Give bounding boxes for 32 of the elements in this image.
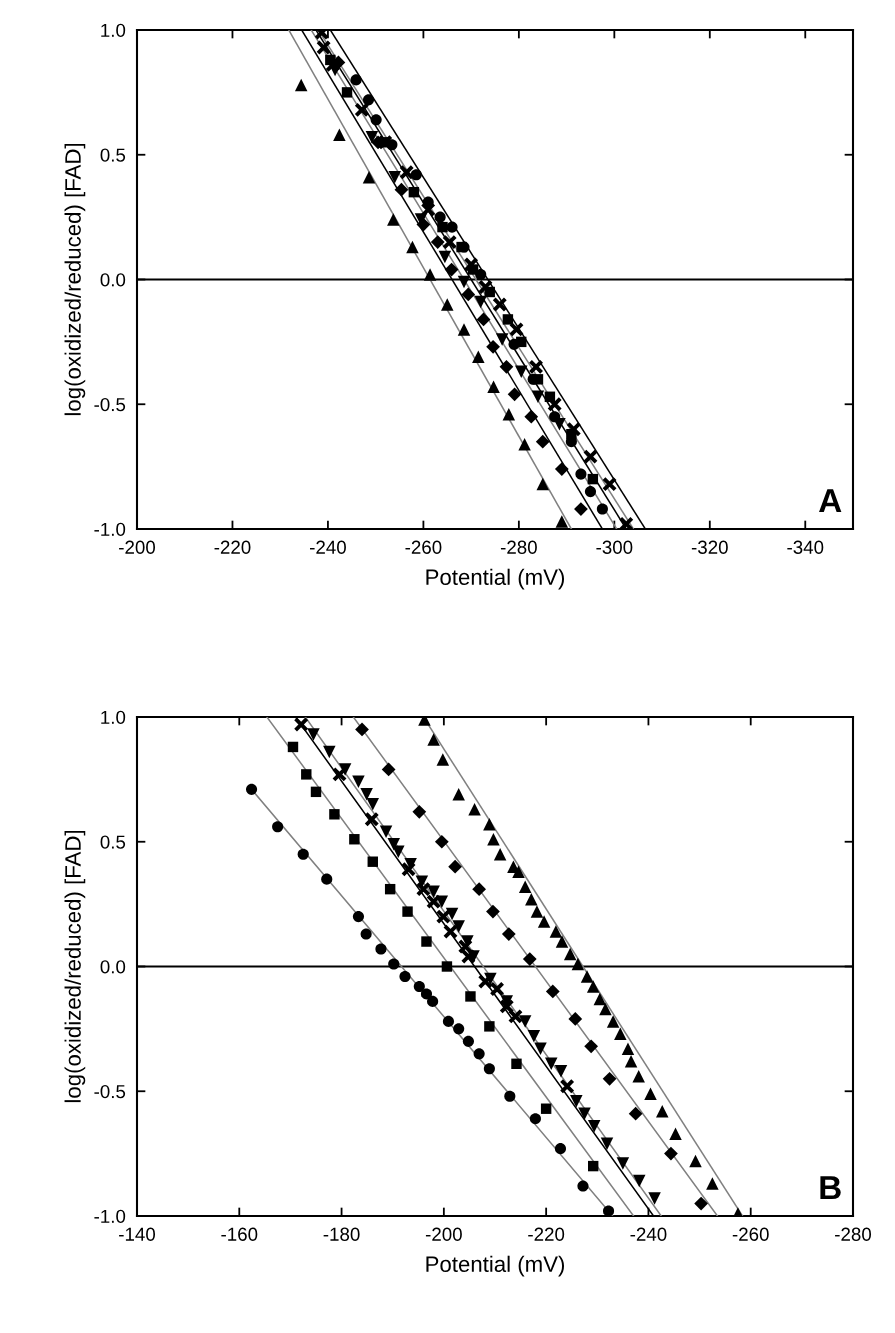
x-tick-label: -260 — [405, 540, 442, 554]
x-axis-title: Potential (mV) — [426, 1255, 565, 1277]
y-tick-label: 0.0 — [100, 960, 126, 974]
x-tick-label: -300 — [596, 540, 633, 554]
x-tick-label: -140 — [119, 1227, 156, 1241]
y-axis-title: log(oxidized/reduced) [FAD] — [64, 830, 86, 1103]
y-tick-label: -1.0 — [94, 1209, 126, 1223]
x-tick-label: -200 — [119, 540, 156, 554]
annotation: B — [820, 1176, 841, 1200]
y-tick-label: -0.5 — [94, 397, 126, 412]
y-axis-title: log(oxidized/reduced) [FAD] — [64, 143, 86, 416]
x-tick-label: -320 — [691, 540, 728, 554]
x-axis-title: Potential (mV) — [426, 568, 565, 590]
x-tick-label: -220 — [214, 540, 251, 554]
x-tick-label: -220 — [528, 1227, 565, 1241]
x-tick-label: -160 — [221, 1227, 258, 1241]
y-tick-label: 0.5 — [100, 835, 126, 849]
x-tick-label: -280 — [835, 1227, 872, 1241]
annotation: A — [819, 489, 842, 513]
x-tick-label: -180 — [323, 1227, 360, 1241]
y-tick-label: -0.5 — [94, 1084, 126, 1099]
y-tick-label: -1.0 — [94, 522, 126, 536]
x-tick-label: -340 — [787, 540, 824, 554]
y-tick-label: 0.5 — [100, 148, 126, 162]
y-tick-label: 0.0 — [100, 273, 126, 287]
x-tick-label: -280 — [500, 540, 537, 554]
x-tick-label: -200 — [425, 1227, 462, 1241]
y-tick-label: 1.0 — [101, 710, 126, 724]
x-tick-label: -240 — [310, 540, 346, 554]
x-tick-label: -240 — [630, 1227, 667, 1241]
y-tick-label: 1.0 — [101, 23, 126, 37]
x-tick-label: -260 — [732, 1227, 769, 1241]
